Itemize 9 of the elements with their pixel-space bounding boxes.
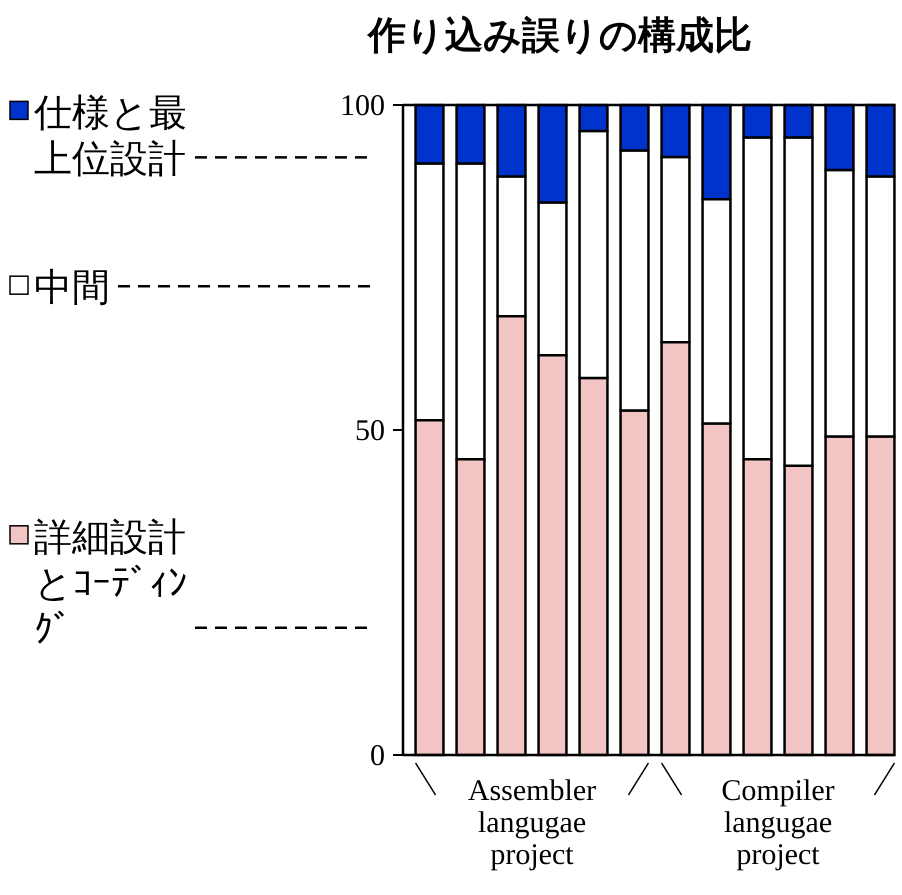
legend-label: 詳細設計とｺｰﾃﾞｨﾝｸﾞ (34, 514, 187, 651)
legend-label: 仕様と最上位設計 (33, 90, 187, 180)
legend-label: 中間 (34, 265, 110, 310)
annotation: Compiler langugae project (660, 762, 896, 871)
y-tick-label: 100 (340, 89, 385, 122)
y-tick-label: 0 (370, 739, 385, 772)
y-tick-label: 50 (355, 414, 385, 447)
annotation: Assembler langugae project (414, 762, 650, 871)
chart-title: 作り込み誤りの構成比 (366, 13, 752, 57)
